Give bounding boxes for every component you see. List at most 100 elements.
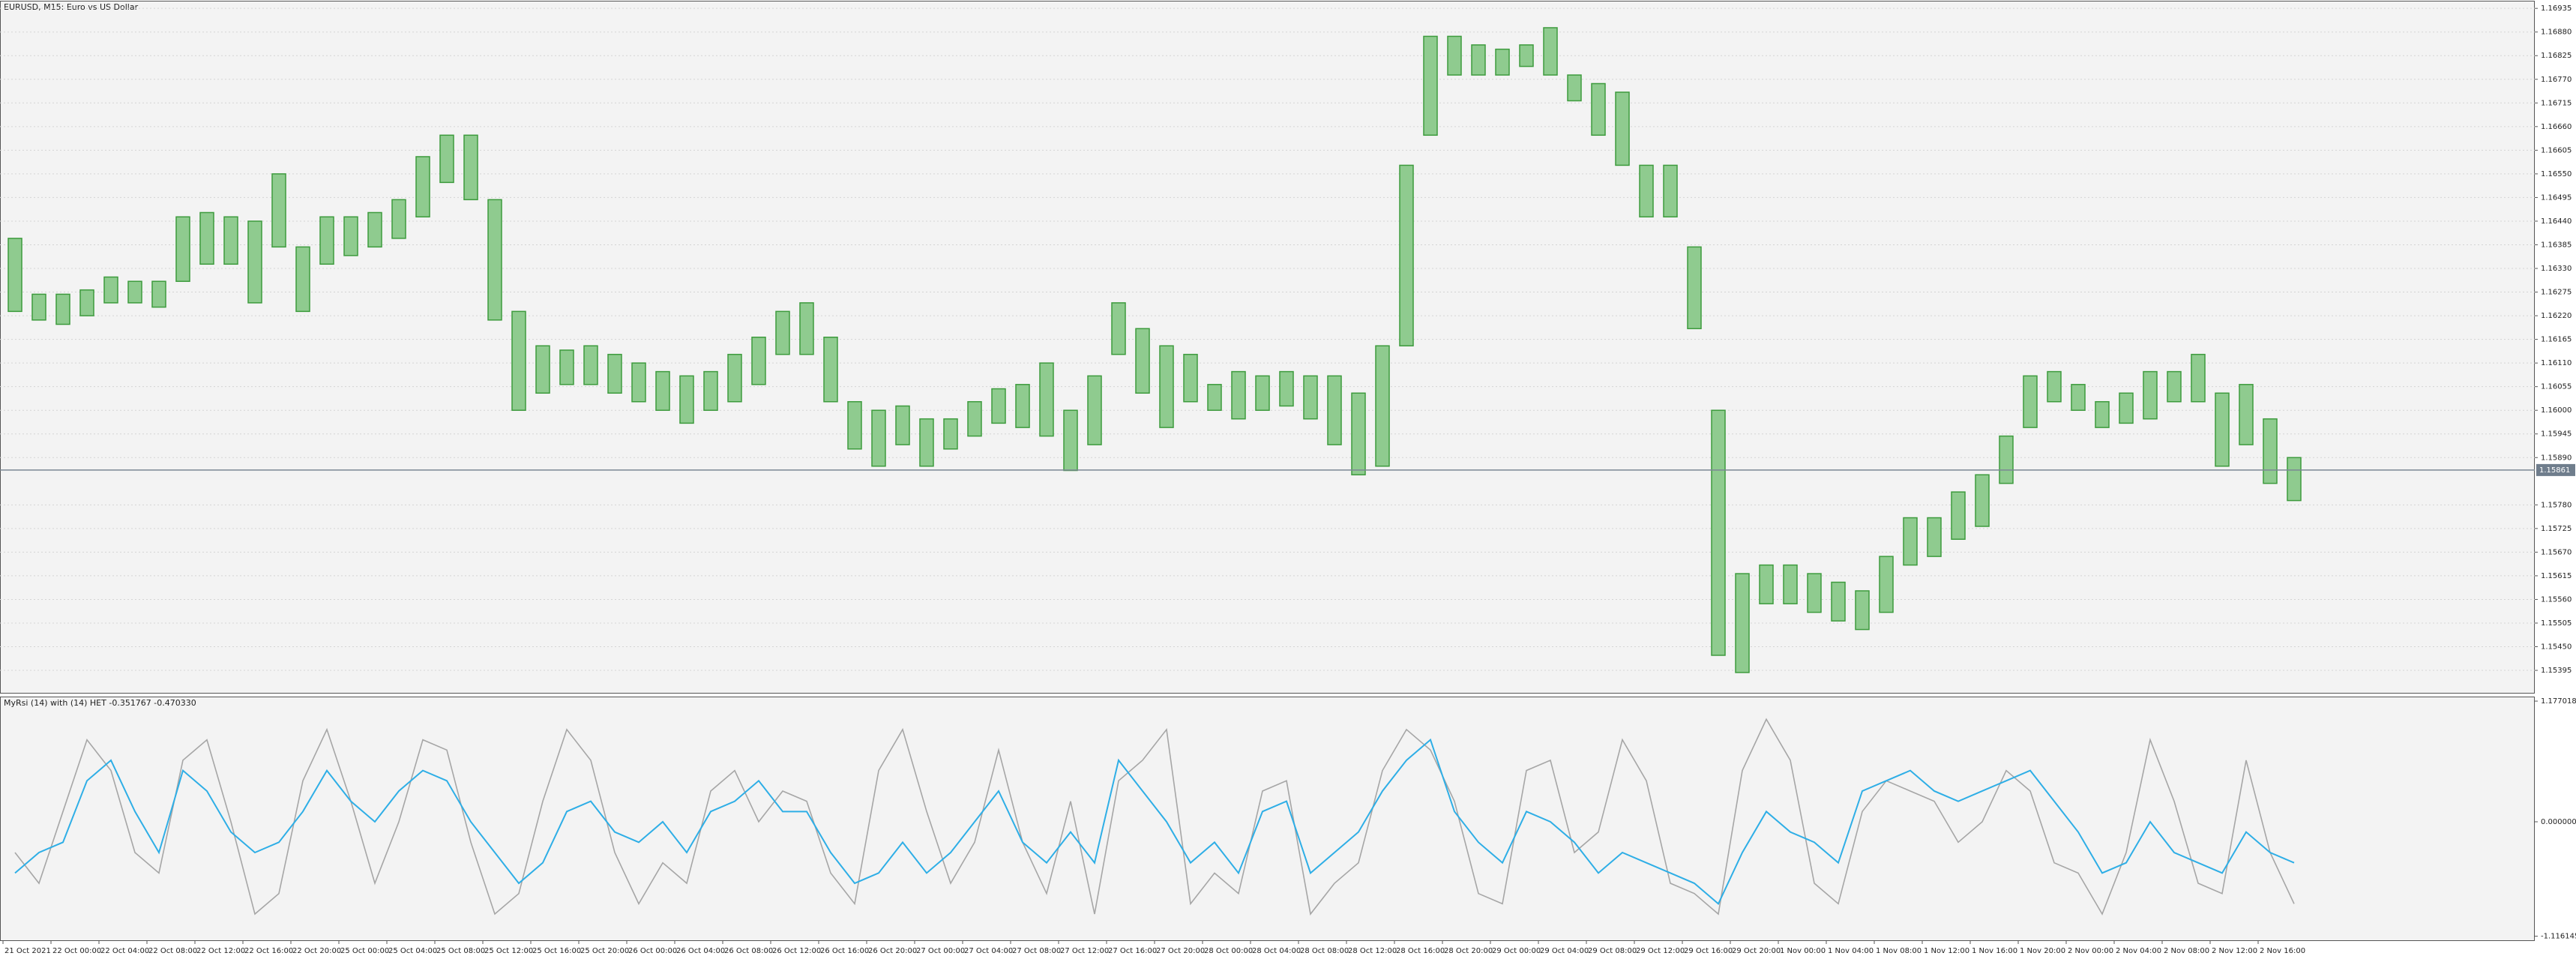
x-tick-label: 25 Oct 16:00: [532, 947, 581, 955]
price-bar: [415, 156, 430, 217]
x-tick-label: 2 Nov 08:00: [2164, 947, 2209, 955]
x-tick-label: 25 Oct 12:00: [484, 947, 533, 955]
y-tick-label: 1.16110: [2541, 359, 2572, 367]
y-tick-label: 1.15450: [2541, 643, 2572, 652]
price-bar: [1327, 375, 1342, 445]
x-tick-label: 27 Oct 20:00: [1156, 947, 1205, 955]
price-bar: [871, 409, 886, 467]
price-bar: [1279, 370, 1294, 407]
y-tick-label: 1.15395: [2541, 667, 2572, 675]
y-tick-label: 1.15945: [2541, 430, 2572, 439]
price-bar: [607, 353, 622, 394]
y-tick-label: 1.15670: [2541, 548, 2572, 556]
y-tick-label: 1.16825: [2541, 52, 2572, 60]
price-bar: [1519, 44, 1534, 67]
x-tick-label: 25 Oct 20:00: [580, 947, 629, 955]
x-tick-label: 1 Nov 20:00: [2020, 947, 2065, 955]
price-bar: [559, 349, 574, 385]
price-bar: [2023, 375, 2038, 428]
price-bar: [2263, 418, 2278, 484]
price-bar: [31, 293, 46, 321]
price-bar: [1951, 491, 1966, 540]
price-bar: [1039, 362, 1054, 437]
y-tick-label: 1.16715: [2541, 99, 2572, 107]
price-bar: [1087, 375, 1102, 445]
price-bar: [631, 362, 646, 403]
x-tick-label: 28 Oct 04:00: [1252, 947, 1301, 955]
y-tick-label: 1.16770: [2541, 76, 2572, 84]
price-bar: [991, 388, 1006, 424]
x-tick-label: 26 Oct 12:00: [772, 947, 821, 955]
x-tick-label: 26 Oct 04:00: [676, 947, 725, 955]
price-bar: [367, 211, 382, 248]
price-bar: [679, 375, 694, 424]
x-tick-label: 26 Oct 08:00: [724, 947, 773, 955]
price-bar: [1423, 35, 1438, 136]
price-bar: [703, 370, 718, 411]
price-bar: [1687, 246, 1702, 330]
x-tick-label: 26 Oct 00:00: [628, 947, 677, 955]
y-tick-label: 1.16495: [2541, 193, 2572, 202]
price-bar: [1543, 27, 1558, 76]
y-tick-label: 1.16000: [2541, 406, 2572, 415]
price-bar: [535, 345, 550, 394]
price-bar: [1303, 375, 1318, 420]
price-bar: [1567, 74, 1582, 102]
price-bar: [1231, 370, 1246, 420]
x-tick-label: 25 Oct 04:00: [388, 947, 437, 955]
x-tick-label: 2 Nov 12:00: [2212, 947, 2257, 955]
price-bar: [79, 289, 94, 316]
price-bar: [55, 293, 70, 325]
x-tick-label: 2 Nov 16:00: [2260, 947, 2305, 955]
x-tick-label: 27 Oct 16:00: [1108, 947, 1157, 955]
x-tick-label: 28 Oct 20:00: [1444, 947, 1493, 955]
price-bar: [2095, 400, 2110, 428]
price-bar: [1591, 82, 1606, 136]
y-tick-label: 1.16660: [2541, 123, 2572, 131]
price-bar: [1375, 345, 1390, 467]
price-bar: [1063, 409, 1078, 472]
price-bar: [2047, 370, 2062, 403]
y-tick-label: 1.15615: [2541, 572, 2572, 580]
y-tick-label: 1.15725: [2541, 525, 2572, 533]
x-tick-label: 29 Oct 08:00: [1588, 947, 1637, 955]
price-bar: [487, 199, 502, 321]
y-tick-label: 1.177018: [2541, 697, 2576, 706]
price-bar: [1783, 564, 1798, 604]
x-tick-label: 22 Oct 12:00: [196, 947, 245, 955]
price-title: EURUSD, M15: Euro vs US Dollar: [4, 2, 139, 12]
price-bar: [391, 199, 406, 239]
x-tick-label: 27 Oct 08:00: [1012, 947, 1061, 955]
price-bar: [655, 370, 670, 411]
y-tick-label: 1.16165: [2541, 336, 2572, 344]
price-bar: [7, 238, 22, 313]
x-tick-label: 22 Oct 08:00: [148, 947, 197, 955]
price-bar: [1399, 164, 1414, 346]
x-tick-label: 27 Oct 12:00: [1060, 947, 1109, 955]
y-tick-label: 1.16385: [2541, 241, 2572, 249]
indicator-line: [14, 718, 2295, 916]
x-tick-label: 28 Oct 00:00: [1204, 947, 1253, 955]
price-bar: [439, 134, 454, 184]
y-tick-label: 1.16550: [2541, 170, 2572, 178]
price-bar: [1975, 474, 1990, 527]
x-tick-label: 1 Nov 16:00: [1972, 947, 2017, 955]
x-tick-label: 26 Oct 20:00: [868, 947, 917, 955]
x-tick-label: 26 Oct 16:00: [820, 947, 869, 955]
price-bar: [1255, 375, 1270, 411]
x-tick-label: 21 Oct 2021: [4, 947, 51, 955]
x-tick-label: 29 Oct 00:00: [1492, 947, 1541, 955]
price-bar: [751, 336, 766, 385]
price-bar: [1999, 435, 2014, 484]
x-tick-label: 27 Oct 00:00: [916, 947, 965, 955]
price-bar: [295, 246, 310, 313]
price-bar: [199, 211, 214, 265]
price-bar: [1831, 581, 1846, 622]
x-tick-label: 25 Oct 00:00: [340, 947, 389, 955]
price-bar: [2143, 370, 2158, 420]
price-bar: [151, 280, 166, 308]
price-bar: [343, 216, 358, 256]
price-bar: [1351, 392, 1366, 475]
